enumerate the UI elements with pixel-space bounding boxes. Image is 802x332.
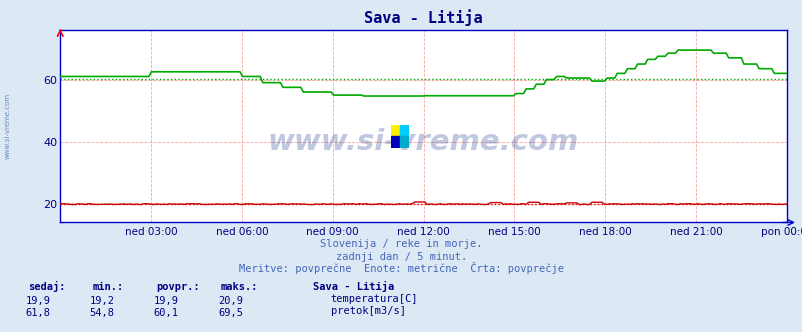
Text: www.si-vreme.com: www.si-vreme.com [268, 127, 578, 156]
Text: maks.:: maks.: [221, 283, 258, 292]
Text: Slovenija / reke in morje.: Slovenija / reke in morje. [320, 239, 482, 249]
Polygon shape [399, 136, 408, 148]
Text: 20,9: 20,9 [217, 296, 243, 306]
Text: 19,9: 19,9 [153, 296, 179, 306]
Text: 54,8: 54,8 [89, 308, 115, 318]
Text: min.:: min.: [92, 283, 124, 292]
Text: temperatura[C]: temperatura[C] [330, 294, 418, 304]
Text: Meritve: povprečne  Enote: metrične  Črta: povprečje: Meritve: povprečne Enote: metrične Črta:… [239, 262, 563, 274]
Text: Sava - Litija: Sava - Litija [313, 282, 394, 292]
Text: zadnji dan / 5 minut.: zadnji dan / 5 minut. [335, 252, 467, 262]
Polygon shape [391, 136, 399, 148]
Bar [391, 125, 399, 136]
Text: 19,9: 19,9 [25, 296, 51, 306]
Text: 69,5: 69,5 [217, 308, 243, 318]
Text: pretok[m3/s]: pretok[m3/s] [330, 306, 405, 316]
Text: povpr.:: povpr.: [156, 283, 200, 292]
Text: sedaj:: sedaj: [28, 282, 66, 292]
Text: 19,2: 19,2 [89, 296, 115, 306]
Text: www.si-vreme.com: www.si-vreme.com [5, 93, 11, 159]
Bar [399, 125, 408, 136]
Text: 61,8: 61,8 [25, 308, 51, 318]
Title: Sava - Litija: Sava - Litija [364, 9, 482, 26]
Text: 60,1: 60,1 [153, 308, 179, 318]
